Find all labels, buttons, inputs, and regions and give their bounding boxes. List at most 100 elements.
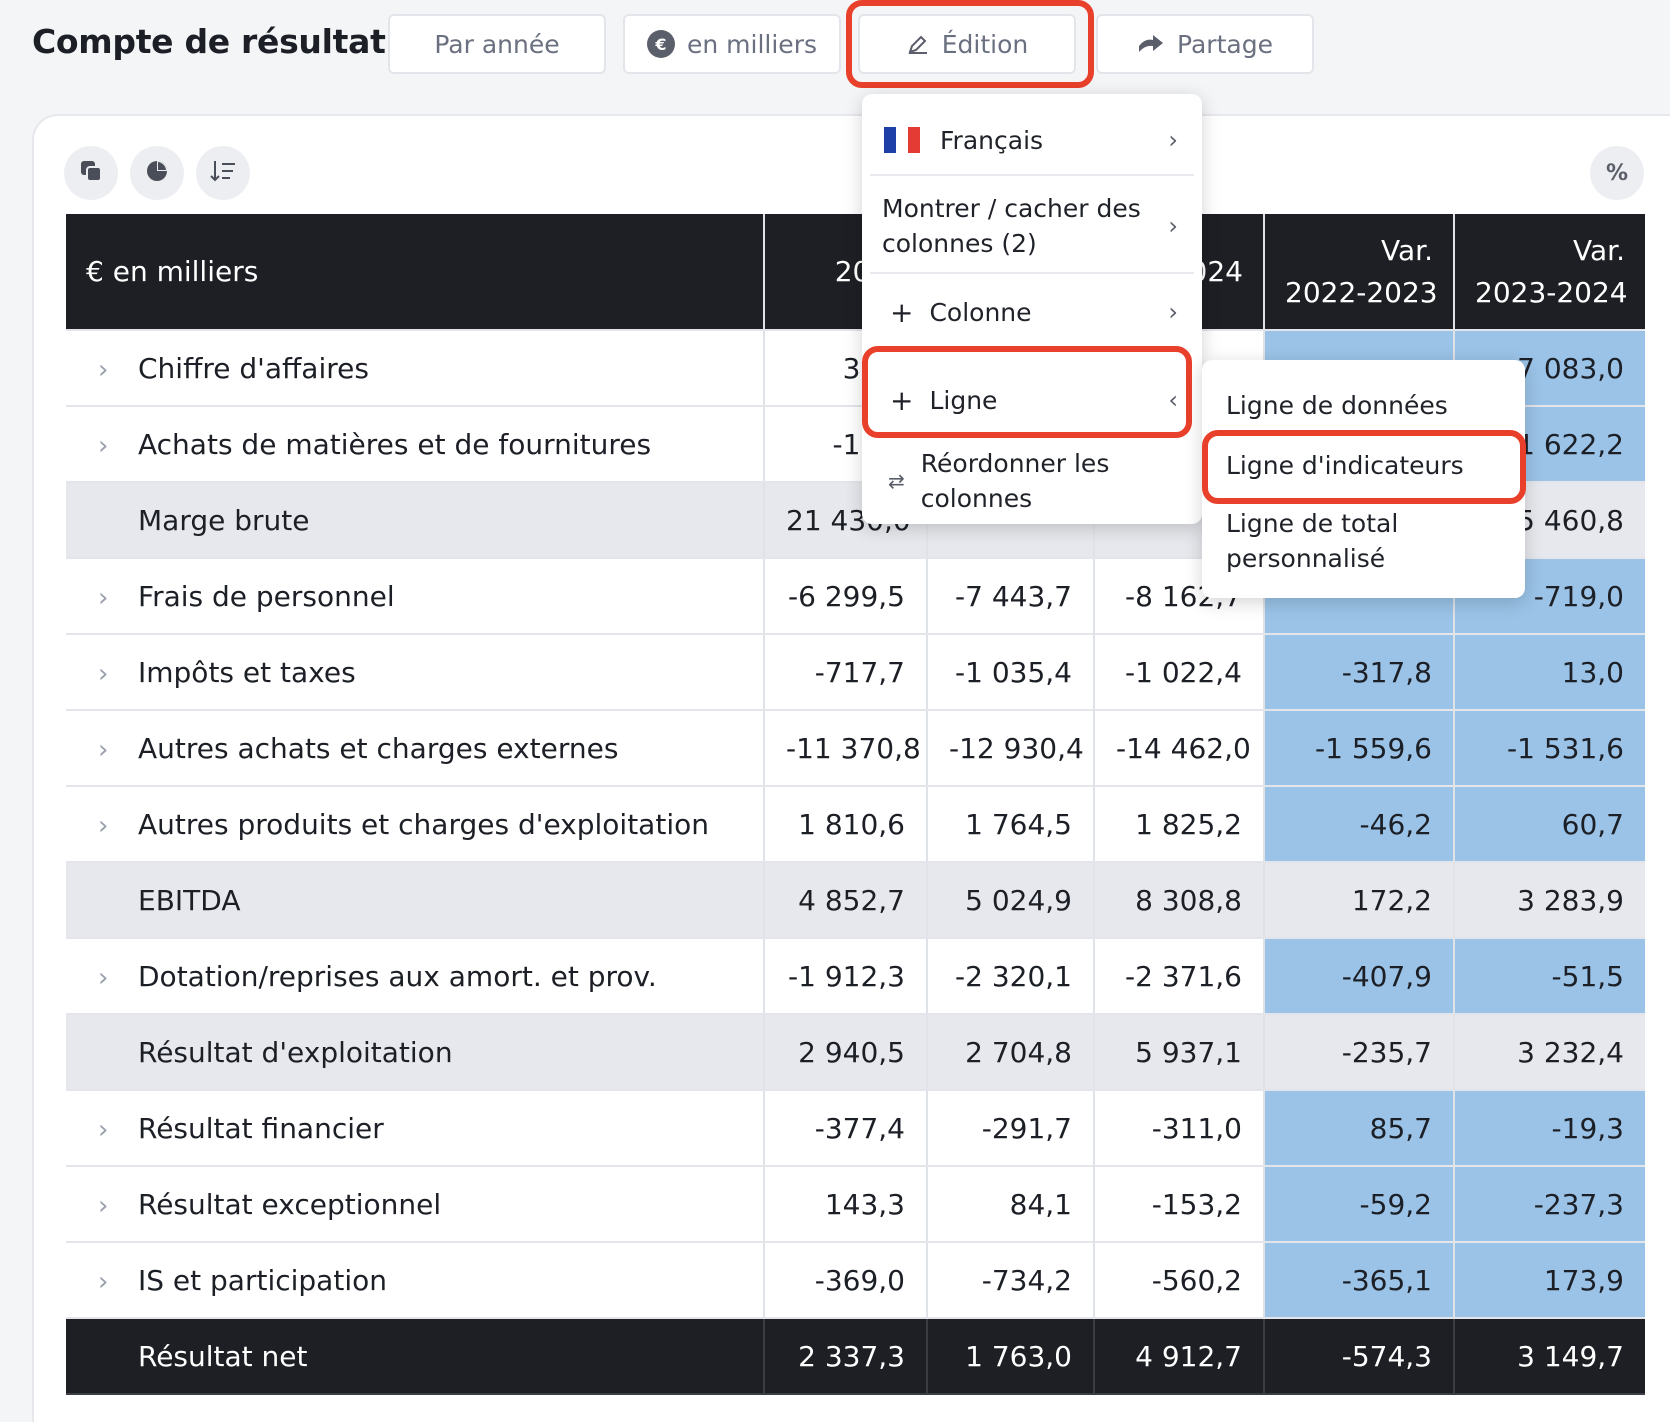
chevron-right-icon[interactable]: ›	[98, 734, 109, 765]
row-label: Résultat d'exploitation	[66, 1014, 765, 1091]
menu-item-add-line[interactable]: + Ligne ‹	[862, 372, 1202, 428]
plus-icon: +	[890, 383, 914, 417]
header-var-2022-2023[interactable]: Var. 2022-2023	[1264, 214, 1455, 331]
submenu-indicator-line[interactable]: Ligne d'indicateurs	[1226, 451, 1464, 480]
cell-var-2023-2024: 13,0	[1454, 634, 1645, 711]
cell-var-2023-2024: -19,3	[1454, 1090, 1645, 1167]
menu-item-column-label: Colonne	[929, 297, 1032, 327]
chevron-right-icon[interactable]: ›	[98, 810, 109, 841]
table-row[interactable]: › Résultat financier -377,4 -291,7 -311,0 85,…	[66, 1090, 1645, 1167]
table-row[interactable]: EBITDA 4 852,7 5 024,9 8 308,8 172,2 3 283,9	[66, 862, 1645, 939]
menu-divider	[870, 174, 1194, 176]
cell-var-2022-2023: 85,7	[1264, 1090, 1455, 1167]
chevron-right-icon[interactable]: ›	[98, 1190, 109, 1221]
cell-var-2022-2023: -365,1	[1264, 1242, 1455, 1319]
cell-2024: -14 462,0	[1094, 710, 1265, 787]
menu-item-show-hide-label: Montrer / cacher des colonnes (2)	[882, 194, 1141, 258]
table-row[interactable]: › Dotation/reprises aux amort. et prov. -1…	[66, 938, 1645, 1015]
chevron-right-icon[interactable]: ›	[98, 430, 109, 461]
cell-2023: -7 443,7	[927, 558, 1095, 635]
row-label: Marge brute	[66, 482, 765, 559]
cell-2024: -2 371,6	[1094, 938, 1265, 1015]
cell-2022: -6 299,5	[764, 558, 928, 635]
row-label: › Impôts et taxes	[66, 634, 765, 711]
submenu-data-line[interactable]: Ligne de données	[1226, 391, 1448, 420]
table-row[interactable]: Résultat net 2 337,3 1 763,0 4 912,7 -574,3 3…	[66, 1318, 1645, 1395]
cell-2022: 143,3	[764, 1166, 928, 1243]
french-flag-icon	[884, 127, 920, 153]
menu-item-reorder-columns[interactable]: ⇄ Réordonner les colonnes	[862, 444, 1202, 518]
edit-label: Édition	[941, 29, 1029, 59]
duplicate-button[interactable]	[64, 146, 118, 200]
row-label-text: Résultat exceptionnel	[138, 1187, 442, 1221]
period-button[interactable]: Par année	[388, 14, 606, 74]
cell-2023: -1 035,4	[927, 634, 1095, 711]
table-row[interactable]: › Autres achats et charges externes -11 37…	[66, 710, 1645, 787]
table-row[interactable]: › Autres produits et charges d'exploitati…	[66, 786, 1645, 863]
cell-2024: 8 308,8	[1094, 862, 1265, 939]
chevron-right-icon[interactable]: ›	[98, 1266, 109, 1297]
cell-2022: -369,0	[764, 1242, 928, 1319]
cell-var-2023-2024: 60,7	[1454, 786, 1645, 863]
cell-2022: 1 810,6	[764, 786, 928, 863]
chevron-right-icon[interactable]: ›	[98, 1114, 109, 1145]
row-label-text: Résultat d'exploitation	[138, 1035, 453, 1069]
cell-var-2023-2024: -237,3	[1454, 1166, 1645, 1243]
cell-2023: -291,7	[927, 1090, 1095, 1167]
cell-2022: 2 337,3	[764, 1318, 928, 1395]
row-label: › Résultat financier	[66, 1090, 765, 1167]
cell-var-2023-2024: -1 531,6	[1454, 710, 1645, 787]
table-row[interactable]: › IS et participation -369,0 -734,2 -560,2 -3…	[66, 1242, 1645, 1319]
cell-2022: -11 370,8	[764, 710, 928, 787]
cell-2023: 1 763,0	[927, 1318, 1095, 1395]
cell-2024: -311,0	[1094, 1090, 1265, 1167]
cell-2024: -153,2	[1094, 1166, 1265, 1243]
pen-icon	[906, 32, 930, 56]
menu-item-add-column[interactable]: + Colonne ›	[862, 284, 1202, 340]
submenu-custom-total-line[interactable]: Ligne de total personnalisé	[1226, 509, 1399, 573]
share-button[interactable]: Partage	[1096, 14, 1314, 74]
percent-button[interactable]: %	[1590, 146, 1644, 200]
menu-item-show-hide-columns[interactable]: Montrer / cacher des colonnes (2) ›	[862, 184, 1202, 268]
cell-2024: -560,2	[1094, 1242, 1265, 1319]
menu-item-language[interactable]: Français ›	[862, 108, 1202, 172]
share-arrow-icon	[1137, 32, 1165, 56]
cell-2024: 4 912,7	[1094, 1318, 1265, 1395]
row-label: › Chiffre d'affaires	[66, 330, 765, 407]
chevron-right-icon[interactable]: ›	[98, 582, 109, 613]
row-label: › Autres achats et charges externes	[66, 710, 765, 787]
table-row[interactable]: › Résultat exceptionnel 143,3 84,1 -153,2 -59…	[66, 1166, 1645, 1243]
chevron-right-icon[interactable]: ›	[98, 354, 109, 385]
cell-var-2023-2024: 173,9	[1454, 1242, 1645, 1319]
table-row[interactable]: Résultat d'exploitation 2 940,5 2 704,8 5 9…	[66, 1014, 1645, 1091]
row-label-text: Chiffre d'affaires	[138, 351, 369, 385]
pie-chart-icon	[144, 158, 170, 188]
cell-2022: 2 940,5	[764, 1014, 928, 1091]
chevron-right-icon[interactable]: ›	[98, 658, 109, 689]
header-var-2023-2024[interactable]: Var. 2023-2024	[1454, 214, 1645, 331]
cell-var-2023-2024: -51,5	[1454, 938, 1645, 1015]
cell-var-2022-2023: -407,9	[1264, 938, 1455, 1015]
row-label-text: EBITDA	[138, 883, 241, 917]
cell-var-2023-2024: 3 149,7	[1454, 1318, 1645, 1395]
chevron-right-icon: ›	[1168, 211, 1178, 240]
chart-button[interactable]	[130, 146, 184, 200]
sort-button[interactable]	[196, 146, 250, 200]
cell-2022: 4 852,7	[764, 862, 928, 939]
row-label: › Autres produits et charges d'exploitati…	[66, 786, 765, 863]
cell-2023: -734,2	[927, 1242, 1095, 1319]
cell-var-2022-2023: 172,2	[1264, 862, 1455, 939]
cell-var-2022-2023: -317,8	[1264, 634, 1455, 711]
unit-button[interactable]: € en milliers	[623, 14, 841, 74]
cell-var-2023-2024: 3 232,4	[1454, 1014, 1645, 1091]
table-row[interactable]: › Impôts et taxes -717,7 -1 035,4 -1 022,4 -3…	[66, 634, 1645, 711]
edit-button[interactable]: Édition	[858, 14, 1076, 74]
row-label-text: Autres produits et charges d'exploitatio…	[138, 807, 709, 841]
chevron-right-icon[interactable]: ›	[98, 962, 109, 993]
cell-2022: -377,4	[764, 1090, 928, 1167]
page-title: Compte de résultat	[32, 22, 386, 61]
cell-2023: -12 930,4	[927, 710, 1095, 787]
cell-var-2022-2023: -235,7	[1264, 1014, 1455, 1091]
sort-list-icon	[209, 158, 237, 188]
cell-2024: -1 022,4	[1094, 634, 1265, 711]
